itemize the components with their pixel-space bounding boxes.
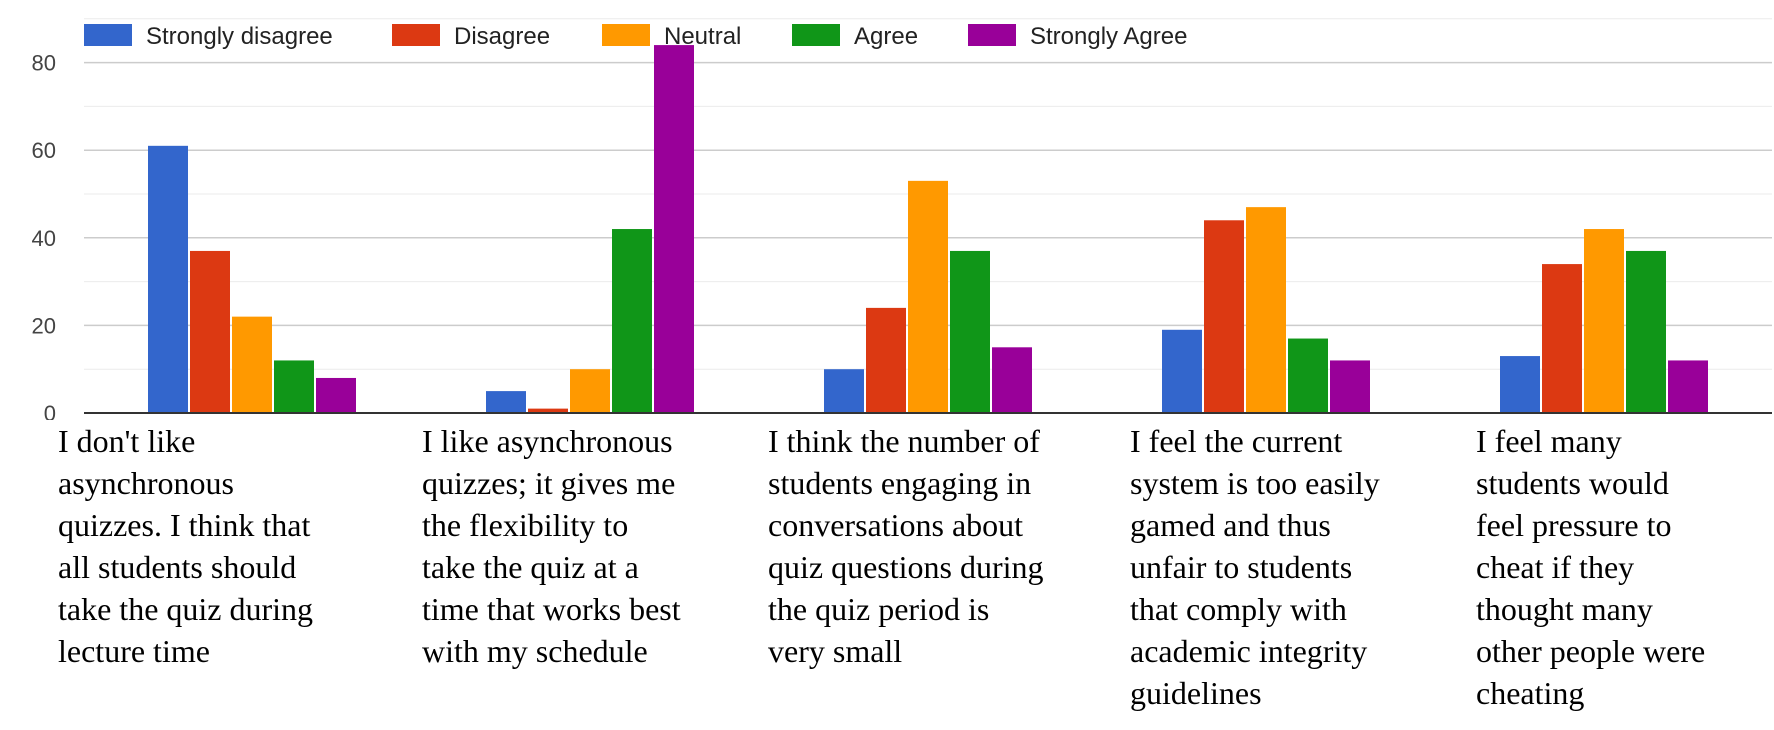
legend-item-disagree[interactable]: Disagree [392, 23, 550, 50]
legend-item-strongly-disagree[interactable]: Strongly disagree [84, 23, 333, 50]
y-tick-label: 20 [32, 313, 56, 338]
bar-agree-4 [1288, 338, 1328, 413]
x-category-label: I feel many students would feel pressure… [1476, 423, 1706, 711]
legend-label: Neutral [664, 23, 741, 50]
bar-neutral-4 [1246, 207, 1286, 413]
bar-strongly-disagree-3 [824, 369, 864, 413]
bar-neutral-1 [232, 316, 272, 413]
legend-swatch [392, 24, 440, 46]
bar-strongly-disagree-1 [148, 145, 188, 413]
bar-disagree-4 [1204, 220, 1244, 413]
legend-item-agree[interactable]: Agree [792, 23, 918, 50]
bar-chart: 0 20 40 60 80 Strongly disagree Disagree Neutra… [32, 18, 1772, 420]
legend-label: Strongly disagree [146, 23, 333, 50]
bar-neutral-2 [570, 369, 610, 413]
bar-strongly-agree-4 [1330, 360, 1370, 413]
legend-label: Disagree [454, 23, 550, 50]
legend-swatch [968, 24, 1016, 46]
x-category-label: I like asynchronous quizzes; it gives me… [422, 423, 681, 669]
bar-disagree-2 [528, 408, 568, 413]
bar-disagree-3 [866, 307, 906, 413]
y-tick-label: 0 [44, 401, 56, 420]
x-category-label: I don't like asynchronous quizzes. I thi… [58, 423, 314, 669]
y-tick-label: 80 [32, 51, 56, 76]
bar-strongly-agree-3 [992, 347, 1032, 413]
bar-strongly-disagree-5 [1500, 356, 1540, 413]
y-tick-label: 60 [32, 138, 56, 163]
bar-agree-5 [1626, 250, 1666, 413]
bar-strongly-disagree-4 [1162, 329, 1202, 413]
bar-strongly-agree-2 [654, 45, 694, 414]
bar-agree-1 [274, 360, 314, 413]
bar-strongly-agree-1 [316, 377, 356, 413]
bar-agree-3 [950, 250, 990, 413]
bar-disagree-5 [1542, 264, 1582, 413]
x-category-label: I feel the current system is too easily … [1130, 423, 1380, 711]
category-labels: I don't like asynchronous quizzes. I thi… [0, 420, 1774, 730]
bar-strongly-disagree-2 [486, 391, 526, 413]
legend-item-neutral[interactable]: Neutral [602, 23, 741, 50]
bar-disagree-1 [190, 250, 230, 413]
legend-swatch [84, 24, 132, 46]
x-category-label: I think the number of students engaging … [768, 423, 1044, 669]
legend-label: Agree [854, 23, 918, 50]
legend-item-strongly-agree[interactable]: Strongly Agree [968, 23, 1187, 50]
bar-strongly-agree-5 [1668, 360, 1708, 413]
bar-neutral-5 [1584, 229, 1624, 413]
legend-swatch [792, 24, 840, 46]
legend-swatch [602, 24, 650, 46]
bar-agree-2 [612, 229, 652, 413]
bar-neutral-3 [908, 180, 948, 413]
y-tick-label: 40 [32, 226, 56, 251]
legend-label: Strongly Agree [1030, 23, 1187, 50]
